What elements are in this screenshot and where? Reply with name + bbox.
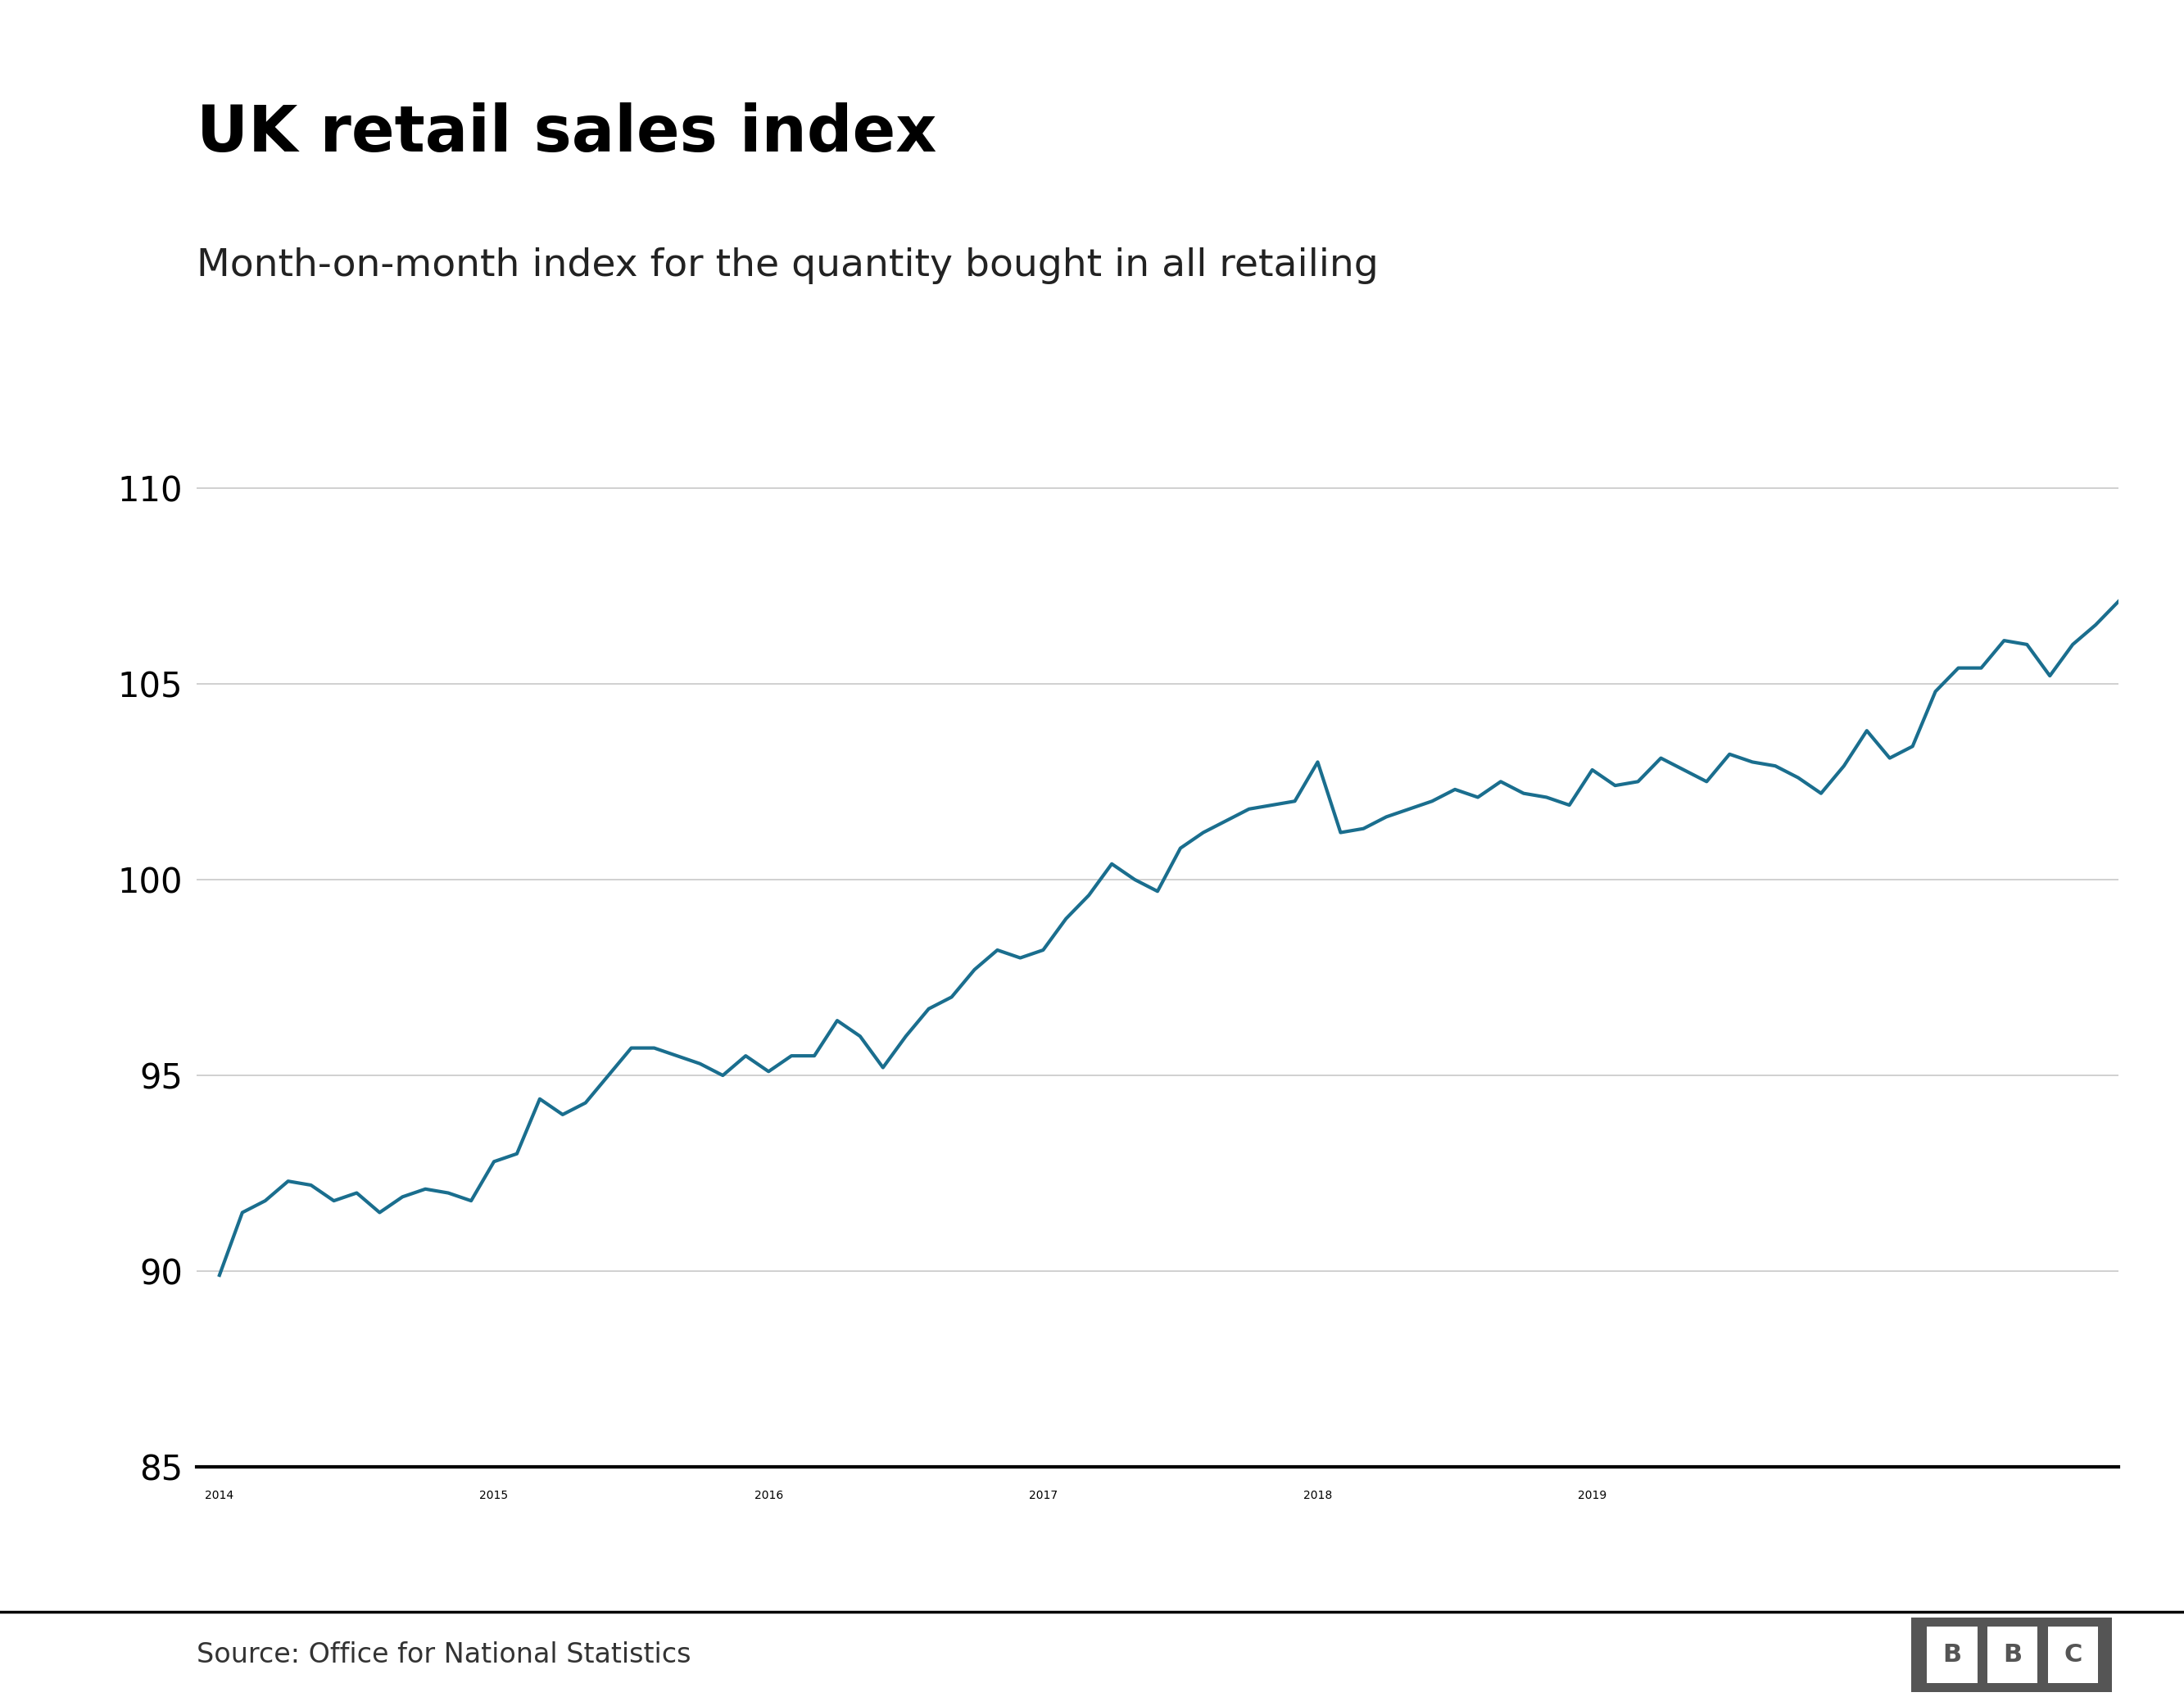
FancyBboxPatch shape	[2049, 1626, 2099, 1684]
Text: B: B	[1944, 1643, 1961, 1667]
FancyBboxPatch shape	[1926, 1626, 1977, 1684]
Text: UK retail sales index: UK retail sales index	[197, 102, 937, 164]
Text: Source: Office for National Statistics: Source: Office for National Statistics	[197, 1641, 690, 1668]
Text: B: B	[2003, 1643, 2022, 1667]
FancyBboxPatch shape	[1987, 1626, 2038, 1684]
Text: Month-on-month index for the quantity bought in all retailing: Month-on-month index for the quantity bo…	[197, 247, 1378, 285]
Text: C: C	[2064, 1643, 2081, 1667]
